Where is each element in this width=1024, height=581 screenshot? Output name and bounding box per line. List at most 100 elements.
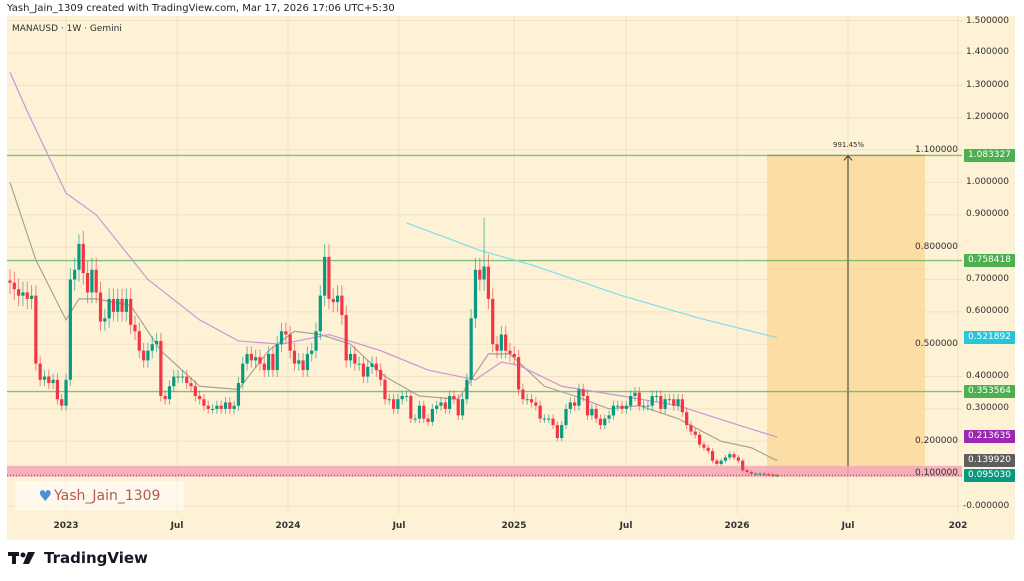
candle-body xyxy=(758,473,762,475)
candle xyxy=(573,397,577,411)
candle-body xyxy=(254,357,258,361)
price-label-tag: 0.139920 xyxy=(964,454,1015,468)
candle-body xyxy=(598,418,603,426)
candle xyxy=(292,342,297,371)
watermark-text: Yash_Jain_1309 xyxy=(53,487,161,504)
y-axis-tick-label: 0.400000 xyxy=(966,371,1009,382)
candle xyxy=(426,414,430,427)
candle-body xyxy=(719,460,723,464)
candle-body xyxy=(499,334,503,351)
candle-body xyxy=(163,395,167,400)
logo-text: TradingView xyxy=(44,549,148,567)
candle-body xyxy=(29,295,34,299)
candle-body xyxy=(706,447,710,451)
x-axis-tick-label: 2026 xyxy=(724,521,750,531)
candle-body xyxy=(512,353,516,358)
candle-body xyxy=(577,389,581,406)
candle xyxy=(422,400,426,423)
candle-body xyxy=(374,363,378,371)
candle-body xyxy=(292,350,297,364)
y-axis-tick-label: 0.500000 xyxy=(915,338,958,349)
candle xyxy=(51,373,55,390)
candle xyxy=(555,421,559,442)
long-position-box xyxy=(767,155,925,476)
candle xyxy=(228,397,232,414)
candle xyxy=(732,451,736,460)
candle-body xyxy=(478,269,482,280)
candle-body xyxy=(538,405,542,419)
candle-body xyxy=(728,454,732,458)
candle-body xyxy=(210,408,215,410)
level-price-tag[interactable]: 0.758418 xyxy=(964,254,1015,268)
candle xyxy=(42,370,47,387)
candle-body xyxy=(555,425,559,439)
candle-body xyxy=(357,363,361,365)
candle xyxy=(504,325,508,359)
candle-body xyxy=(150,344,154,351)
candle xyxy=(94,257,98,304)
level-price-tag[interactable]: 1.083327 xyxy=(964,148,1015,162)
candle xyxy=(348,346,353,368)
candle-body xyxy=(21,292,25,296)
level-price-tag[interactable]: 0.353564 xyxy=(964,385,1015,399)
candle xyxy=(754,472,758,476)
symbol-legend[interactable]: MANAUSD · 1W · Gemini xyxy=(12,24,122,34)
candle xyxy=(486,254,491,310)
tradingview-logo[interactable]: TradingView xyxy=(8,549,148,567)
candle xyxy=(624,400,628,414)
candle-body xyxy=(616,405,620,407)
candle-body xyxy=(34,295,38,364)
candle-body xyxy=(366,366,370,377)
candle-body xyxy=(198,395,202,400)
x-axis-tick-label: 202 xyxy=(948,521,968,531)
candle xyxy=(396,393,400,414)
candle-body xyxy=(646,405,650,407)
candle xyxy=(275,336,279,377)
candle xyxy=(706,444,710,454)
candle xyxy=(654,390,659,402)
candle xyxy=(745,468,749,474)
candle-body xyxy=(267,353,271,371)
candle xyxy=(327,244,331,310)
candle xyxy=(478,257,482,291)
candle-body xyxy=(650,395,654,406)
candle-body xyxy=(443,402,447,409)
candle xyxy=(64,373,68,411)
candle-body xyxy=(465,379,469,400)
candle xyxy=(736,455,740,463)
candle-body xyxy=(17,289,21,296)
candle xyxy=(90,257,94,304)
candle xyxy=(129,288,133,334)
candle xyxy=(219,400,223,414)
candle xyxy=(236,376,241,411)
y-axis-tick-label: 1.200000 xyxy=(966,112,1009,123)
candle xyxy=(482,217,486,291)
author-watermark: ♥ Yash_Jain_1309 xyxy=(15,481,184,510)
candle xyxy=(512,346,516,365)
candle-body xyxy=(167,386,172,400)
candle xyxy=(611,400,615,420)
candle-body xyxy=(64,379,68,406)
candle xyxy=(318,285,322,340)
candle xyxy=(366,359,370,384)
candle xyxy=(676,393,680,411)
candle-body xyxy=(771,474,775,476)
candle xyxy=(698,431,702,448)
candle-body xyxy=(404,395,409,397)
x-axis-tick-label: Jul xyxy=(619,521,633,531)
candle-body xyxy=(331,298,335,303)
candle xyxy=(159,332,163,402)
candle xyxy=(8,269,12,294)
candle xyxy=(189,376,193,393)
candle xyxy=(715,458,719,467)
candle-body xyxy=(529,399,534,403)
candle xyxy=(103,308,107,331)
candle xyxy=(508,342,512,362)
candle-body xyxy=(426,418,430,422)
candle xyxy=(344,305,348,368)
candle-body xyxy=(85,273,90,293)
candle xyxy=(650,390,654,411)
candle xyxy=(547,414,551,423)
candle-body xyxy=(98,292,103,322)
